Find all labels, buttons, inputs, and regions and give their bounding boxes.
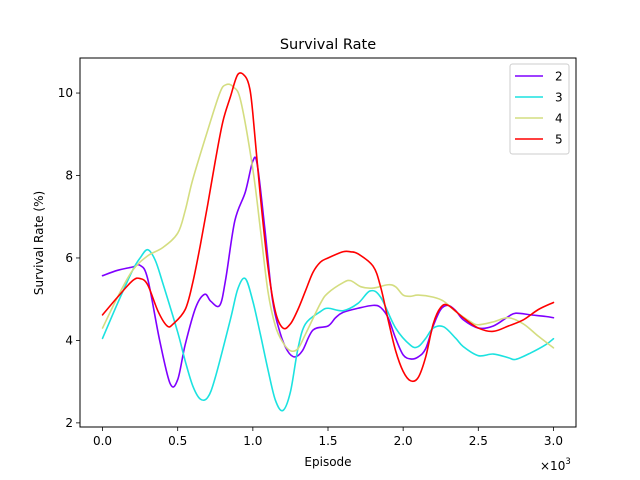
legend-box <box>509 63 570 155</box>
x-tick-label: 1.5 <box>318 434 337 448</box>
legend: 2 3 4 5 <box>509 63 570 155</box>
y-tick-label: 8 <box>65 169 73 183</box>
x-tick-label: 0.5 <box>168 434 187 448</box>
x-axis: 0.0 0.5 1.0 1.5 2.0 2.5 3.0 <box>93 427 563 448</box>
legend-label: 5 <box>555 133 563 147</box>
y-tick-label: 2 <box>65 416 73 430</box>
series-line-5 <box>101 72 555 383</box>
plot-frame <box>79 57 577 428</box>
x-axis-label: Episode <box>304 455 351 469</box>
y-axis: 2 4 6 8 10 <box>58 86 80 430</box>
chart-title: Survival Rate <box>280 37 376 53</box>
x-tick-label: 3.0 <box>544 434 563 448</box>
plot-area <box>101 72 555 412</box>
x-axis-scale-exponent: 3 <box>565 457 570 467</box>
x-tick-label: 2.0 <box>394 434 413 448</box>
x-tick-label: 0.0 <box>93 434 112 448</box>
x-tick-label: 2.5 <box>469 434 488 448</box>
y-tick-label: 10 <box>58 86 73 100</box>
x-tick-label: 1.0 <box>243 434 262 448</box>
legend-label: 3 <box>555 91 563 105</box>
y-tick-label: 6 <box>65 251 73 265</box>
x-axis-scale-label: ×103 <box>540 457 571 473</box>
x-axis-scale-base: ×10 <box>540 459 565 473</box>
y-tick-label: 4 <box>65 333 73 347</box>
legend-label: 4 <box>555 112 563 126</box>
legend-label: 2 <box>555 70 563 84</box>
y-axis-label: Survival Rate (%) <box>32 191 46 295</box>
